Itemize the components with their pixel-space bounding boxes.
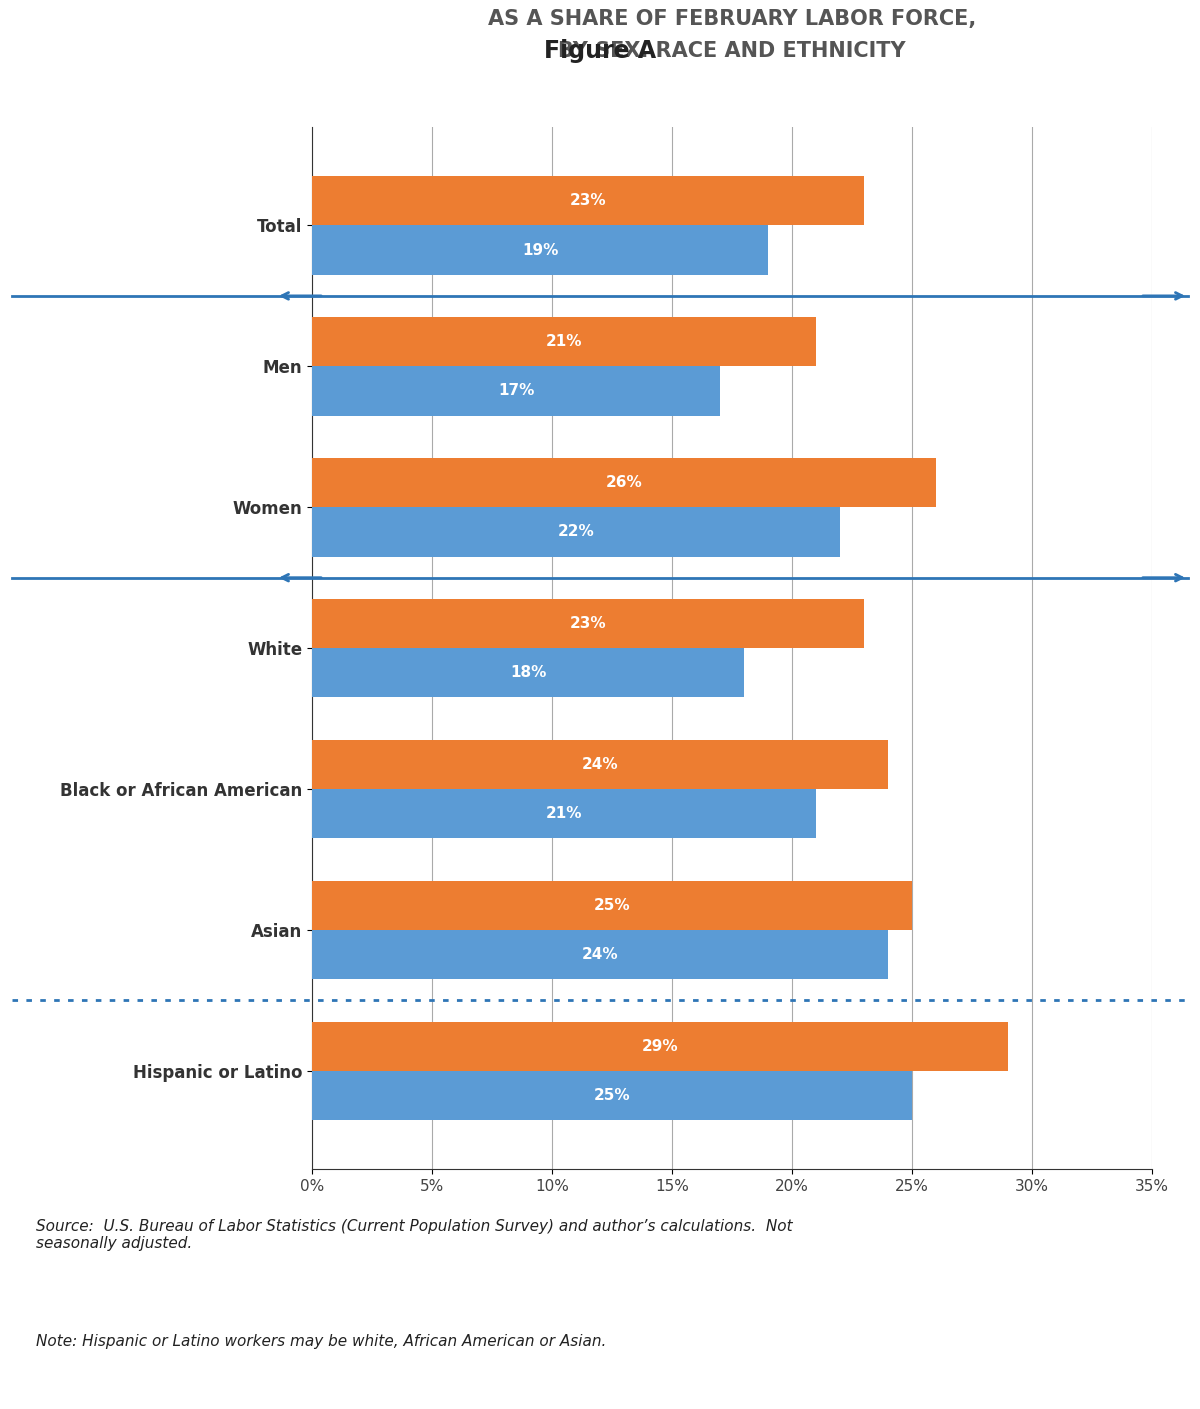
Bar bbox=[312, 317, 816, 366]
Text: 17%: 17% bbox=[498, 383, 534, 399]
Bar bbox=[312, 740, 888, 789]
Bar bbox=[312, 366, 720, 416]
Text: 21%: 21% bbox=[546, 806, 582, 821]
Bar bbox=[312, 458, 936, 507]
Text: 24%: 24% bbox=[582, 757, 618, 772]
Text: 29%: 29% bbox=[642, 1038, 678, 1054]
Bar bbox=[312, 507, 840, 557]
Bar bbox=[312, 1071, 912, 1120]
Legend: May, April: May, April bbox=[649, 0, 815, 4]
Text: 23%: 23% bbox=[570, 616, 606, 631]
Text: 25%: 25% bbox=[594, 898, 630, 913]
Bar bbox=[312, 930, 888, 979]
Text: Source:  U.S. Bureau of Labor Statistics (Current Population Survey) and author’: Source: U.S. Bureau of Labor Statistics … bbox=[36, 1219, 793, 1251]
Bar bbox=[312, 225, 768, 275]
Text: 21%: 21% bbox=[546, 334, 582, 349]
Text: 26%: 26% bbox=[606, 475, 642, 490]
Bar bbox=[312, 648, 744, 697]
Bar bbox=[312, 176, 864, 225]
Text: 19%: 19% bbox=[522, 242, 558, 258]
Bar bbox=[312, 881, 912, 930]
Bar bbox=[312, 599, 864, 648]
Bar bbox=[312, 789, 816, 838]
Text: 23%: 23% bbox=[570, 193, 606, 209]
Text: Note: Hispanic or Latino workers may be white, African American or Asian.: Note: Hispanic or Latino workers may be … bbox=[36, 1334, 606, 1350]
Text: 22%: 22% bbox=[558, 524, 594, 540]
Text: Figure A: Figure A bbox=[544, 39, 656, 63]
Text: 24%: 24% bbox=[582, 947, 618, 962]
Text: 18%: 18% bbox=[510, 665, 546, 681]
Text: 25%: 25% bbox=[594, 1088, 630, 1103]
Title: COVID-19 JOB DISRUPTIONS IN APRIL AND MAY,
AS A SHARE OF FEBRUARY LABOR FORCE,
B: COVID-19 JOB DISRUPTIONS IN APRIL AND MA… bbox=[455, 0, 1009, 62]
Bar bbox=[312, 1022, 1008, 1071]
